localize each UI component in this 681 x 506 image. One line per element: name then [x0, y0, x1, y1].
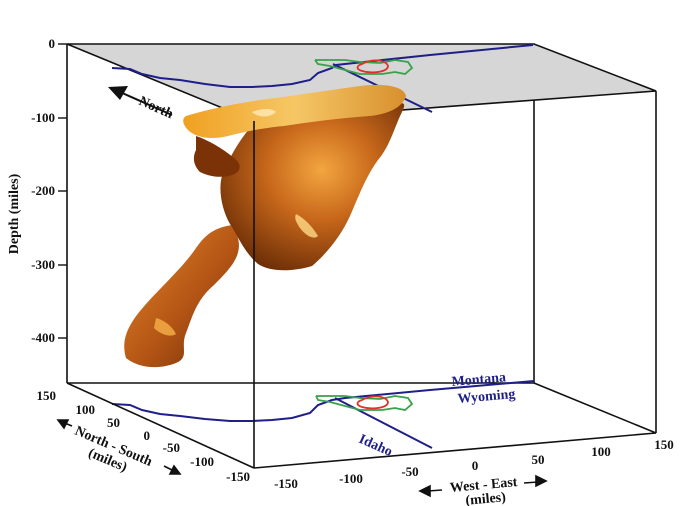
depth-tick: -400 [31, 330, 55, 345]
ns-tick: 50 [107, 415, 120, 430]
state-label-idaho: Idaho [356, 432, 394, 460]
we-tick: 100 [591, 444, 611, 459]
we-tick: -100 [339, 471, 363, 486]
plume-highlight-2 [154, 318, 176, 336]
box-front-edges [66, 91, 657, 469]
we-axis-title-line2: (miles) [465, 490, 507, 506]
plume-lower-tail [124, 225, 239, 368]
depth-axis-ticks [58, 43, 67, 339]
depth-axis-title: Depth (miles) [7, 173, 22, 254]
ns-tick: 150 [37, 388, 57, 403]
we-axis-arrows [418, 474, 548, 498]
ns-tick: 0 [144, 428, 151, 443]
depth-tick: -300 [31, 257, 55, 272]
state-label-wyoming: Wyoming [457, 387, 516, 407]
we-axis-labels: -150 -100 -50 0 50 100 150 West - East (… [274, 437, 674, 506]
ns-tick: -100 [190, 454, 214, 469]
bottom-map-lines [111, 380, 535, 449]
top-caldera-outline [356, 59, 389, 74]
we-tick: 150 [654, 437, 674, 452]
plume-highlight-1 [295, 214, 318, 238]
north-label: North [136, 94, 175, 122]
depth-tick: 0 [49, 36, 56, 51]
ns-axis-title: North - South (miles) [72, 424, 154, 476]
north-arrow-line [119, 91, 173, 116]
plume-mid-body [220, 103, 405, 271]
north-indicator: North [108, 86, 175, 122]
plume-cap-underside [193, 136, 240, 177]
we-tick: 50 [532, 452, 545, 467]
plume-upper-cap [183, 84, 406, 138]
top-state-border [111, 44, 534, 88]
depth-tick: -200 [31, 183, 55, 198]
ns-tick: -50 [163, 440, 180, 455]
north-arrow-head [108, 86, 128, 100]
plume-volume [124, 84, 406, 368]
plume-highlight-3 [252, 109, 276, 117]
depth-axis-labels: 0 -100 -200 -300 -400 Depth (miles) [7, 36, 55, 345]
ns-axis-labels: 150 100 50 0 -50 -100 -150 North - South… [37, 388, 251, 484]
ns-tick: 100 [76, 402, 96, 417]
state-label-montana: Montana [451, 370, 507, 390]
ns-tick: -150 [226, 469, 250, 484]
depth-tick: -100 [31, 110, 55, 125]
bottom-caldera-outline [356, 395, 389, 410]
bottom-state-border-south [334, 397, 433, 449]
we-tick: -150 [274, 476, 298, 491]
we-axis-title-line1: West - East [449, 475, 518, 496]
we-tick: -50 [401, 464, 418, 479]
top-park-outline [314, 59, 414, 75]
we-tick: 0 [472, 458, 479, 473]
ns-axis-arrows [56, 419, 182, 475]
bottom-park-outline [315, 395, 414, 411]
